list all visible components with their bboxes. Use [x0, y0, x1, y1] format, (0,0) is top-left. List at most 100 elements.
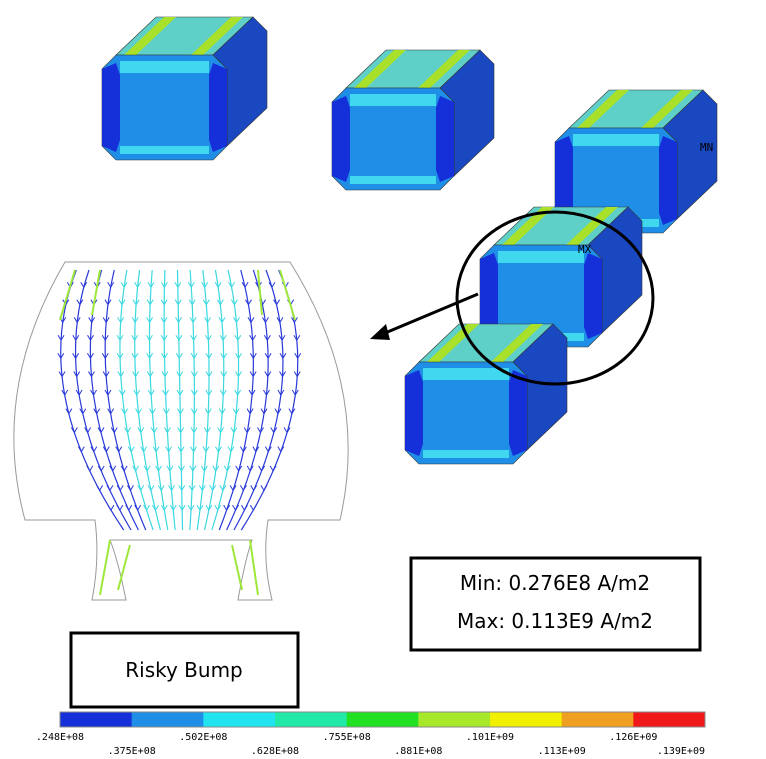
legend-label: .113E+09 — [538, 746, 586, 757]
cube-edge-right — [436, 96, 454, 182]
legend-swatch — [203, 712, 275, 727]
current-arrow-strong — [92, 270, 100, 315]
current-arrow — [278, 447, 284, 452]
cube-edge-right — [659, 136, 677, 225]
current-arrow-strong — [280, 270, 295, 320]
legend-label: .628E+08 — [251, 746, 299, 757]
min-text: Min: 0.276E8 A/m2 — [460, 571, 650, 595]
current-arrow — [241, 505, 247, 510]
cube-band — [423, 450, 509, 458]
legend-label: .139E+09 — [657, 746, 705, 757]
current-arrow-strong — [100, 540, 110, 595]
legend-label: .755E+08 — [323, 732, 371, 743]
legend-swatch — [275, 712, 347, 727]
current-line — [212, 270, 239, 530]
legend-label: .375E+08 — [108, 746, 156, 757]
legend-label: .101E+09 — [466, 732, 514, 743]
current-arrow — [233, 505, 239, 510]
current-arrow — [261, 485, 267, 490]
current-line — [135, 270, 161, 530]
current-arrow — [117, 505, 123, 510]
current-arrow — [110, 466, 116, 471]
current-arrow — [81, 282, 87, 287]
cube-band — [498, 251, 584, 263]
current-arrow — [117, 485, 123, 490]
current-arrow — [271, 428, 277, 433]
current-arrow — [259, 466, 265, 471]
current-arrow — [87, 466, 93, 471]
current-arrow — [269, 282, 275, 287]
current-line — [164, 270, 175, 530]
callout-text: Risky Bump — [125, 658, 243, 682]
current-arrow — [247, 466, 253, 471]
current-arrow — [66, 409, 72, 414]
current-arrow-strong — [60, 270, 75, 320]
legend-label: .502E+08 — [179, 732, 227, 743]
cube-band — [423, 368, 509, 380]
current-arrow — [144, 505, 150, 510]
current-arrow — [284, 428, 290, 433]
current-line — [105, 270, 146, 530]
cube-edge-right — [584, 253, 602, 339]
figure: MN MX Min: 0.276E8 A/m2 Max: 0.113E9 A/m… — [0, 0, 766, 759]
current-arrow — [71, 428, 77, 433]
current-arrow — [91, 447, 97, 452]
legend-swatch — [347, 712, 419, 727]
current-arrow — [103, 447, 109, 452]
legend-swatch — [490, 712, 562, 727]
legend-label: .881E+08 — [394, 746, 442, 757]
current-line — [149, 270, 167, 530]
current-arrow — [78, 447, 84, 452]
current-arrow — [126, 505, 132, 510]
current-arrow — [253, 447, 259, 452]
current-arrow — [230, 485, 236, 490]
current-line — [197, 270, 209, 530]
cube-band — [120, 146, 209, 154]
current-arrow — [138, 485, 144, 490]
current-arrow — [215, 505, 221, 510]
legend-label: .248E+08 — [36, 732, 84, 743]
cube-band — [350, 176, 436, 184]
cube-edge-left — [405, 370, 423, 456]
current-line — [205, 270, 224, 530]
max-text: Max: 0.113E9 A/m2 — [457, 609, 653, 633]
legend-label: .126E+09 — [609, 732, 657, 743]
current-arrow — [236, 466, 242, 471]
current-arrow — [224, 505, 230, 510]
bump-plot — [14, 262, 348, 600]
current-arrow — [98, 428, 104, 433]
pointer-arrow-head — [370, 324, 390, 340]
current-arrow-strong — [118, 545, 130, 590]
current-arrow — [135, 505, 141, 510]
legend-swatch — [418, 712, 490, 727]
cube — [405, 324, 567, 464]
current-arrow — [97, 485, 103, 490]
cube-band — [120, 61, 209, 73]
current-arrow — [270, 466, 276, 471]
current-arrow-strong — [250, 540, 258, 595]
min-marker: MN — [700, 141, 713, 154]
current-arrow — [116, 447, 122, 452]
current-arrow — [107, 485, 113, 490]
current-arrow — [240, 485, 246, 490]
current-line — [234, 270, 283, 530]
color-legend: .248E+08 .375E+08 .502E+08 .628E+08 .755E+08… — [36, 712, 706, 757]
legend-swatch — [60, 712, 132, 727]
current-arrow — [98, 466, 104, 471]
legend-swatch — [633, 712, 705, 727]
current-arrow — [121, 466, 127, 471]
current-arrow — [251, 485, 257, 490]
current-line — [219, 270, 253, 530]
cube-edge-left — [332, 96, 350, 182]
cube-edge-left — [102, 63, 120, 152]
current-line — [241, 270, 297, 530]
current-arrow — [85, 428, 91, 433]
cube-edge-right — [509, 370, 527, 456]
legend-swatch — [562, 712, 634, 727]
current-arrow-strong — [232, 545, 242, 590]
current-line — [120, 270, 153, 530]
current-arrow — [127, 485, 133, 490]
cube — [332, 50, 494, 190]
max-marker: MX — [578, 243, 592, 256]
cube-edge-right — [209, 63, 227, 152]
